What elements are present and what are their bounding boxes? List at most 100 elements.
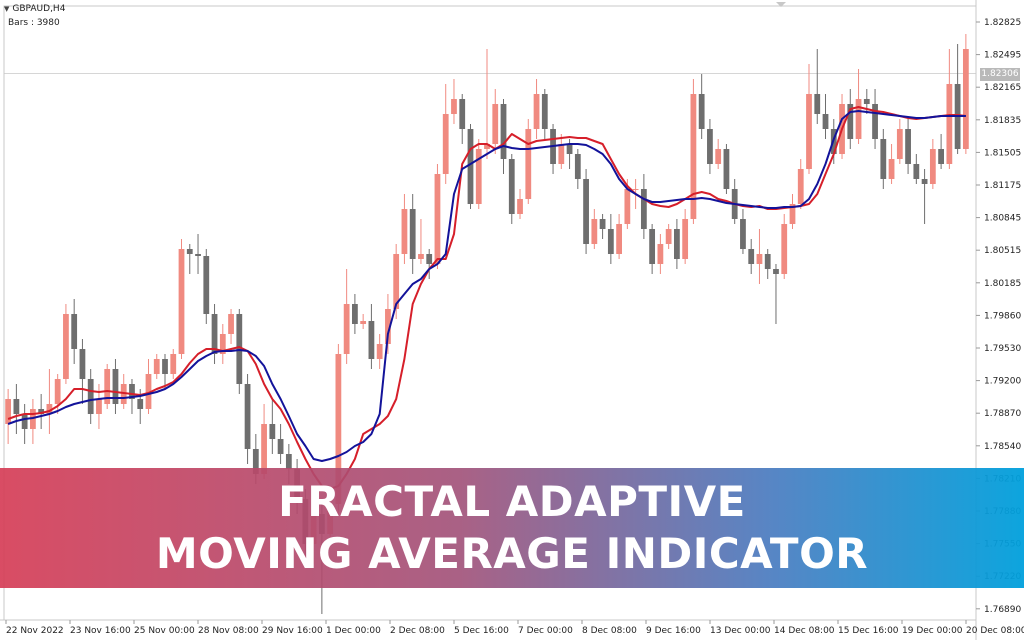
- candle-body: [905, 129, 911, 164]
- candle-body: [797, 169, 804, 204]
- candle-body: [583, 179, 589, 244]
- candle-body: [962, 49, 969, 149]
- y-tick-label: 1.78870: [984, 409, 1021, 419]
- symbol-text: GBPAUD,H4: [12, 4, 66, 14]
- candle-body: [616, 224, 622, 254]
- candle-body: [500, 104, 507, 159]
- candle-body: [640, 189, 647, 229]
- candle-body: [71, 314, 78, 349]
- candle-body: [211, 314, 218, 354]
- candle-body: [773, 269, 779, 274]
- candle-body: [566, 144, 573, 154]
- y-tick-label: 1.78540: [984, 442, 1021, 452]
- candle-body: [219, 334, 226, 354]
- candle-body: [46, 404, 53, 414]
- x-tick-label: 25 Nov 00:00: [134, 626, 195, 636]
- candle-body: [385, 309, 391, 344]
- y-tick-label: 1.79530: [984, 344, 1021, 354]
- candle-body: [723, 149, 730, 189]
- y-tick-label: 1.76890: [984, 605, 1021, 615]
- candle-body: [632, 189, 639, 190]
- candle-body: [112, 369, 119, 404]
- candle-body: [649, 229, 656, 264]
- x-tick-label: 5 Dec 16:00: [454, 626, 509, 636]
- candle-body: [946, 84, 953, 164]
- candle-body: [13, 399, 20, 414]
- candle-body: [913, 164, 920, 179]
- candle-body: [195, 254, 201, 256]
- candle-body: [938, 149, 944, 164]
- candle-body: [186, 249, 193, 254]
- y-tick-label: 1.80515: [984, 246, 1021, 256]
- candle-body: [814, 94, 821, 114]
- candle-body: [409, 209, 416, 259]
- y-tick-label: 1.81175: [984, 181, 1021, 191]
- y-tick-label: 1.80845: [984, 214, 1021, 224]
- x-tick-label: 15 Dec 16:00: [838, 626, 899, 636]
- x-tick-label: 28 Nov 08:00: [198, 626, 259, 636]
- candle-body: [5, 399, 12, 424]
- candle-body: [153, 359, 160, 374]
- candle-body: [459, 99, 466, 129]
- candle-body: [96, 399, 102, 414]
- candle-body: [764, 254, 771, 269]
- candle-body: [591, 219, 598, 244]
- candle-body: [335, 354, 342, 504]
- candle-body: [203, 256, 210, 314]
- x-tick-label: 23 Nov 16:00: [70, 626, 131, 636]
- y-tick-label: 1.81505: [984, 148, 1021, 158]
- collapse-triangle-icon[interactable]: ▼: [4, 5, 10, 13]
- x-tick-label: 7 Dec 00:00: [518, 626, 573, 636]
- candle-body: [467, 129, 474, 204]
- chart-shift-marker-icon[interactable]: [776, 2, 786, 7]
- candle-body: [277, 439, 284, 454]
- x-tick-label: 20 Dec 08:00: [966, 626, 1024, 636]
- candle-body: [599, 219, 606, 229]
- candle-body: [665, 229, 672, 244]
- candle-body: [426, 254, 433, 264]
- candle-body: [525, 129, 532, 199]
- candle-body: [442, 114, 449, 174]
- candle-body: [104, 369, 111, 404]
- candle-body: [822, 114, 829, 129]
- candle-body: [178, 249, 185, 354]
- y-tick-label: 1.82825: [984, 18, 1021, 28]
- x-tick-label: 1 Dec 00:00: [326, 626, 381, 636]
- candle-body: [376, 344, 383, 359]
- candle-body: [558, 144, 565, 164]
- candle-body: [748, 249, 755, 264]
- banner-title-line-2: MOVING AVERAGE INDICATOR: [155, 529, 869, 578]
- candle-body: [880, 139, 887, 179]
- candle-body: [38, 409, 45, 414]
- candle-body: [244, 384, 251, 449]
- candle-body: [896, 129, 903, 159]
- symbol-timeframe-label: ▼ GBPAUD,H4: [4, 4, 65, 14]
- candle-body: [855, 99, 862, 139]
- candle-body: [252, 449, 259, 474]
- banner-title-line-1: FRACTAL ADAPTIVE: [278, 477, 746, 526]
- candle-body: [624, 189, 631, 224]
- x-tick-label: 8 Dec 08:00: [582, 626, 637, 636]
- candle-body: [517, 199, 523, 214]
- candle-body: [418, 254, 424, 259]
- candle-body: [393, 254, 400, 309]
- y-tick-label: 1.80185: [984, 279, 1021, 289]
- candle-body: [484, 144, 490, 149]
- x-tick-label: 22 Nov 2022: [6, 626, 64, 636]
- current-price-tag: 1.82306: [980, 68, 1020, 81]
- y-tick-label: 1.81835: [984, 116, 1021, 126]
- candle-body: [607, 229, 614, 254]
- x-tick-label: 14 Dec 08:00: [774, 626, 835, 636]
- candle-body: [21, 414, 28, 429]
- candle-body: [145, 374, 152, 409]
- x-tick-label: 13 Dec 00:00: [710, 626, 771, 636]
- candle-body: [574, 154, 581, 179]
- candle-body: [434, 174, 441, 264]
- candle-body: [228, 314, 234, 334]
- candle-body: [170, 354, 177, 374]
- x-tick-label: 19 Dec 00:00: [902, 626, 963, 636]
- candle-body: [674, 229, 680, 259]
- candle-body: [541, 94, 548, 129]
- candle-body: [533, 94, 540, 129]
